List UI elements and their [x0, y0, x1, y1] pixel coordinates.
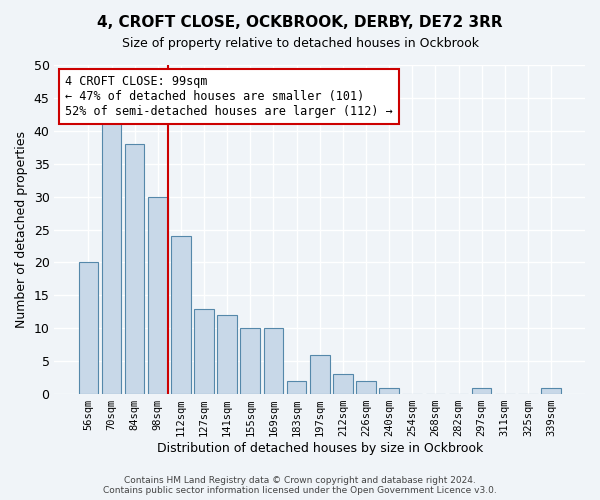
Bar: [194, 308, 214, 394]
Bar: [333, 374, 353, 394]
Y-axis label: Number of detached properties: Number of detached properties: [15, 131, 28, 328]
Bar: [379, 388, 399, 394]
Bar: [541, 388, 561, 394]
Bar: [356, 381, 376, 394]
Bar: [241, 328, 260, 394]
Bar: [472, 388, 491, 394]
Text: Contains HM Land Registry data © Crown copyright and database right 2024.
Contai: Contains HM Land Registry data © Crown c…: [103, 476, 497, 495]
Bar: [310, 354, 329, 394]
Bar: [217, 315, 237, 394]
Bar: [263, 328, 283, 394]
Bar: [148, 196, 167, 394]
Bar: [79, 262, 98, 394]
Text: Size of property relative to detached houses in Ockbrook: Size of property relative to detached ho…: [121, 38, 479, 51]
Bar: [171, 236, 191, 394]
Text: 4 CROFT CLOSE: 99sqm
← 47% of detached houses are smaller (101)
52% of semi-deta: 4 CROFT CLOSE: 99sqm ← 47% of detached h…: [65, 75, 393, 118]
X-axis label: Distribution of detached houses by size in Ockbrook: Distribution of detached houses by size …: [157, 442, 483, 455]
Bar: [101, 118, 121, 394]
Bar: [287, 381, 307, 394]
Bar: [125, 144, 145, 394]
Text: 4, CROFT CLOSE, OCKBROOK, DERBY, DE72 3RR: 4, CROFT CLOSE, OCKBROOK, DERBY, DE72 3R…: [97, 15, 503, 30]
